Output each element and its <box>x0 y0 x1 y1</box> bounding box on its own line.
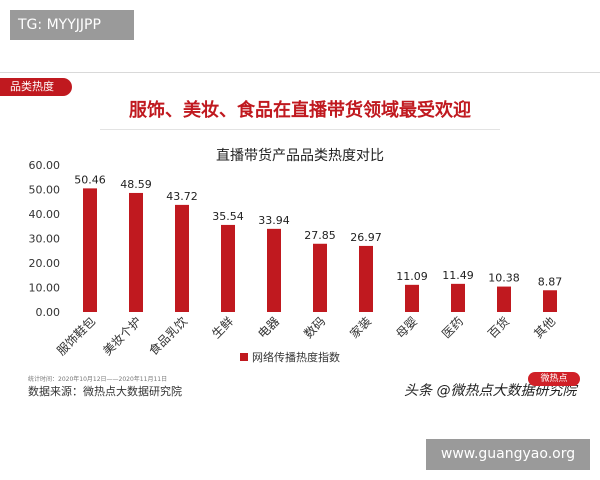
y-tick-label: 50.00 <box>29 184 61 197</box>
bar <box>221 224 235 312</box>
x-tick-label: 美妆个护 <box>100 314 144 358</box>
x-tick-label: 数码 <box>301 314 329 342</box>
bar <box>359 245 373 312</box>
headline-divider <box>100 129 500 130</box>
bar <box>543 290 557 312</box>
bar <box>267 228 281 312</box>
x-tick-label: 家装 <box>347 314 375 342</box>
bar <box>497 286 511 312</box>
value-labels-group: 50.46 48.59 43.72 35.54 33.94 27.85 26.97 11.09… <box>74 173 562 288</box>
toutiao-watermark: 头条 @微热点大数据研究院 <box>404 383 577 399</box>
bar-value-label: 27.85 <box>304 229 336 242</box>
section-tab: 品类热度 <box>0 78 72 96</box>
bar <box>129 192 143 312</box>
x-tick-label: 母婴 <box>393 314 420 341</box>
y-tick-label: 20.00 <box>29 257 61 270</box>
bar-value-label: 50.46 <box>74 173 106 186</box>
chart-title: 直播带货产品品类热度对比 <box>216 147 384 164</box>
y-tick-label: 0.00 <box>36 306 61 319</box>
bottom-url-tag: www.guangyao.org <box>426 439 590 470</box>
x-tick-label: 食品乳饮 <box>146 314 191 359</box>
y-tick-label: 60.00 <box>29 159 61 172</box>
bar-value-label: 35.54 <box>212 210 244 223</box>
bar-value-label: 11.09 <box>396 270 428 283</box>
x-tick-label: 百货 <box>485 314 513 342</box>
bar <box>83 188 97 312</box>
footer-source: 数据来源：微热点大数据研究院 <box>28 385 182 398</box>
x-tick-label: 医药 <box>439 314 466 341</box>
bar-value-label: 33.94 <box>258 214 290 227</box>
brand-logo: 微热点 <box>528 372 580 386</box>
x-tick-label: 其他 <box>531 314 558 341</box>
footer-period: 统计时间：2020年10月12日——2020年11月11日 <box>28 376 168 383</box>
y-tick-label: 10.00 <box>29 282 61 295</box>
bars-group <box>83 188 557 312</box>
bar-value-label: 10.38 <box>488 272 520 285</box>
x-tick-label: 生鲜 <box>209 314 236 341</box>
bar <box>451 283 465 312</box>
y-tick-label: 40.00 <box>29 208 61 221</box>
bar <box>175 204 189 312</box>
legend-label: 网络传播热度指数 <box>252 350 340 364</box>
x-tick-label: 服饰鞋包 <box>54 314 99 359</box>
x-tick-label: 电器 <box>255 314 282 341</box>
legend-swatch <box>240 353 248 361</box>
bar <box>313 243 327 312</box>
bar <box>405 284 419 312</box>
legend: 网络传播热度指数 <box>240 350 340 364</box>
bar-value-label: 43.72 <box>166 190 198 203</box>
top-watermark-tag: TG: MYYJJPP <box>10 10 134 40</box>
infographic-card <box>0 72 600 410</box>
bar-value-label: 8.87 <box>538 275 563 288</box>
bar-value-label: 11.49 <box>442 269 474 282</box>
bar-value-label: 26.97 <box>350 231 382 244</box>
bar-value-label: 48.59 <box>120 178 152 191</box>
headline: 服饰、美妆、食品在直播带货领域最受欢迎 <box>129 100 471 121</box>
y-axis: 0.00 10.00 20.00 30.00 40.00 50.00 60.00 <box>29 159 61 319</box>
y-tick-label: 30.00 <box>29 233 61 246</box>
